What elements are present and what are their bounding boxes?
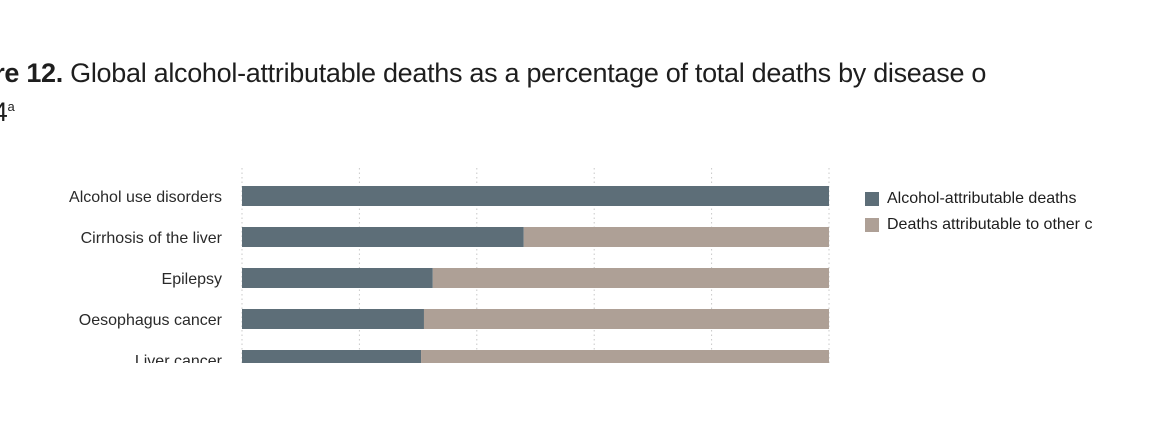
- figure-title-text: Global alcohol-attributable deaths as a …: [62, 58, 987, 88]
- footnote-marker: a: [7, 99, 15, 114]
- figure-title-year: 04: [0, 97, 8, 127]
- bar-segment-alcohol: [242, 227, 524, 247]
- bar-segment-other: [421, 350, 829, 363]
- legend-label-alcohol: Alcohol-attributable deaths: [887, 190, 1077, 207]
- bar-segment-other: [523, 227, 829, 247]
- bar-segment-alcohol: [242, 350, 422, 363]
- legend-swatch-alcohol: [865, 192, 879, 206]
- legend-item-other: Deaths attributable to other c: [865, 212, 1092, 238]
- bar-segment-other: [423, 309, 829, 329]
- category-label: Epilepsy: [162, 271, 222, 288]
- category-label: Cirrhosis of the liver: [81, 230, 223, 247]
- legend-label-other: Deaths attributable to other c: [887, 216, 1093, 233]
- legend: Alcohol-attributable deaths Deaths attri…: [865, 186, 1092, 238]
- figure-title-line2: 04a: [0, 90, 986, 129]
- bar-segment-alcohol: [242, 186, 829, 206]
- bar-segment-alcohol: [242, 309, 424, 329]
- legend-item-alcohol: Alcohol-attributable deaths: [865, 186, 1092, 212]
- bar-segment-alcohol: [242, 268, 433, 288]
- category-label: Alcohol use disorders: [69, 189, 222, 206]
- plot-area: Alcohol use disorders Cirrhosis of the li…: [69, 168, 830, 370]
- bar-segment-other: [432, 268, 829, 288]
- legend-swatch-other: [865, 218, 879, 232]
- figure-title: ure 12. Global alcohol-attributable deat…: [0, 56, 986, 129]
- category-label: Oesophagus cancer: [79, 312, 223, 329]
- figure-number: ure 12.: [0, 58, 63, 88]
- category-label: Liver cancer: [135, 353, 223, 370]
